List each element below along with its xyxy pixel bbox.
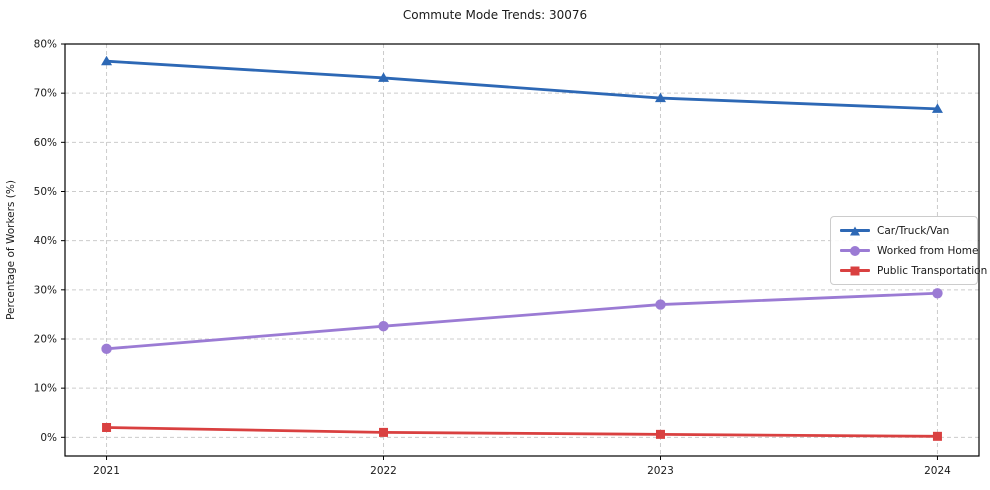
y-tick-label: 80%: [34, 39, 57, 51]
triangle-marker: [101, 55, 113, 66]
circle-marker: [101, 343, 112, 355]
circle-marker: [378, 321, 389, 332]
circle-marker: [932, 288, 943, 299]
legend-square-marker-icon: [840, 264, 870, 277]
square-marker: [379, 427, 389, 437]
triangle-marker: [654, 92, 666, 103]
legend-circle-marker-icon: [840, 244, 870, 257]
series-line-public-transportation: [105, 426, 939, 438]
y-tick-label: 50%: [34, 186, 57, 198]
y-tick-label: 40%: [34, 235, 57, 247]
triangle-marker: [378, 72, 390, 82]
y-tick-label: 70%: [34, 88, 57, 100]
x-tick-label: 2021: [93, 465, 120, 477]
plot-border: [64, 43, 980, 457]
circle-marker: [655, 299, 666, 310]
legend-triangle-marker-icon: [840, 224, 870, 237]
y-tick-label: 60%: [34, 137, 57, 149]
square-marker: [655, 429, 665, 439]
chart-title: Commute Mode Trends: 30076: [402, 8, 588, 22]
y-tick-label: 10%: [34, 383, 57, 395]
legend-label-public-transportation: Public Transportation: [877, 264, 988, 277]
triangle-marker: [931, 103, 943, 113]
y-axis-label: Percentage of Workers (%): [5, 180, 17, 320]
y-tick-label: 20%: [34, 333, 57, 345]
legend-item-worked-from-home: Worked from Home: [840, 244, 978, 257]
series-line-car-truck-van: [105, 59, 939, 111]
x-tick-label: 2024: [924, 465, 951, 477]
legend-item-public-transportation: Public Transportation: [840, 264, 987, 277]
legend-item-car-truck-van: Car/Truck/Van: [840, 224, 968, 237]
legend-label-car-truck-van: Car/Truck/Van: [877, 224, 950, 237]
square-marker: [102, 422, 112, 432]
chart-legend: Car/Truck/Van Worked from Home Public Tr…: [830, 216, 987, 285]
legend-label-worked-from-home: Worked from Home: [877, 244, 979, 257]
x-tick-label: 2022: [370, 465, 397, 477]
y-tick-label: 0%: [40, 432, 57, 444]
y-tick-label: 30%: [34, 284, 57, 296]
series-line-worked-from-home: [105, 291, 939, 351]
x-tick-label: 2023: [647, 465, 674, 477]
square-marker: [932, 431, 942, 441]
